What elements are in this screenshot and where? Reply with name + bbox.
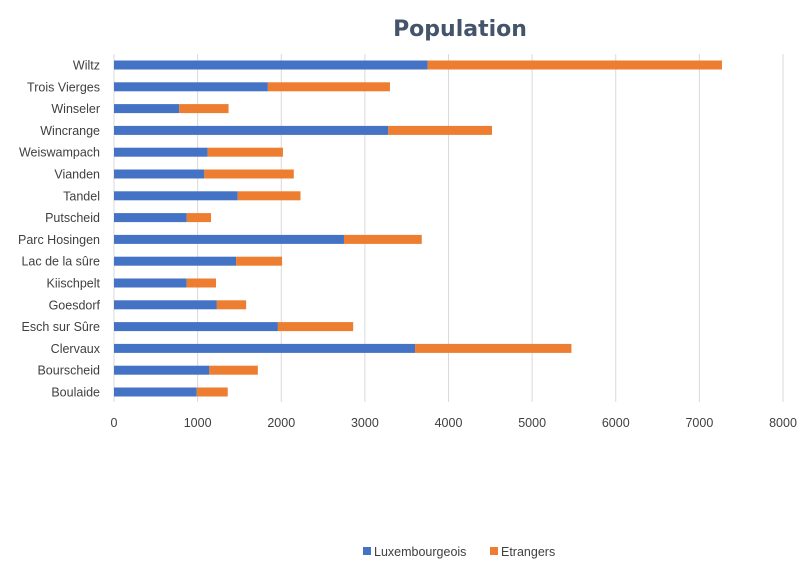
category-label-parc-hosingen: Parc Hosingen (18, 233, 100, 247)
bar-winseler-luxembourgeois (114, 104, 180, 114)
bar-lac-de-la-sure-etrangers (236, 256, 283, 266)
category-label-winseler: Winseler (51, 102, 100, 116)
bar-vianden-etrangers (204, 169, 294, 179)
x-tick-label: 4000 (435, 416, 463, 430)
category-label-bourscheid: Bourscheid (37, 364, 100, 378)
legend: Luxembourgeois Etrangers (363, 545, 555, 559)
category-label-vianden: Vianden (54, 168, 100, 182)
bar-weiswampach-etrangers (207, 147, 283, 157)
bars (114, 60, 722, 397)
bar-weiswampach-luxembourgeois (114, 147, 208, 157)
bar-lac-de-la-sure-luxembourgeois (114, 256, 237, 266)
x-tick-label: 0 (111, 416, 118, 430)
bar-bourscheid-etrangers (209, 365, 258, 375)
bar-boulaide-etrangers (196, 387, 228, 397)
bar-goesdorf-luxembourgeois (114, 300, 217, 310)
bar-wiltz-etrangers (427, 60, 722, 70)
legend-swatch-etrangers (490, 547, 498, 555)
bar-wincrange-luxembourgeois (114, 125, 389, 135)
bar-clervaux-etrangers (415, 343, 572, 353)
x-tick-label: 8000 (769, 416, 797, 430)
bar-boulaide-luxembourgeois (114, 387, 197, 397)
bar-wincrange-etrangers (388, 125, 492, 135)
bar-parc-hosingen-luxembourgeois (114, 234, 344, 244)
bar-wiltz-luxembourgeois (114, 60, 428, 70)
x-tick-label: 1000 (184, 416, 212, 430)
bar-bourscheid-luxembourgeois (114, 365, 210, 375)
bar-tandel-etrangers (237, 191, 301, 201)
legend-label-luxembourgeois: Luxembourgeois (374, 545, 466, 559)
bar-trois-vierges-etrangers (267, 82, 390, 92)
x-tick-label: 7000 (685, 416, 713, 430)
category-labels: Wiltz Trois Vierges Winseler Wincrange Weisw… (18, 59, 101, 400)
legend-swatch-luxembourgeois (363, 547, 371, 555)
category-label-putscheid: Putscheid (45, 211, 100, 225)
bar-winseler-etrangers (179, 104, 229, 114)
legend-label-etrangers: Etrangers (501, 545, 555, 559)
category-label-kiischpelt: Kiischpelt (47, 277, 101, 291)
category-label-esch-sur-sure: Esch sur Sûre (21, 320, 100, 334)
category-label-tandel: Tandel (63, 189, 100, 203)
category-label-boulaide: Boulaide (51, 386, 100, 400)
bar-clervaux-luxembourgeois (114, 343, 416, 353)
bar-putscheid-etrangers (186, 213, 212, 223)
category-label-weiswampach: Weiswampach (19, 146, 100, 160)
x-tick-label: 2000 (267, 416, 295, 430)
category-label-clervaux: Clervaux (51, 342, 101, 356)
bar-tandel-luxembourgeois (114, 191, 238, 201)
x-axis-tick-labels: 0 1000 2000 3000 4000 5000 6000 7000 8000 (111, 416, 797, 430)
x-tick-label: 5000 (518, 416, 546, 430)
bar-goesdorf-etrangers (216, 300, 247, 310)
bar-kiischpelt-etrangers (186, 278, 217, 288)
bar-trois-vierges-luxembourgeois (114, 82, 268, 92)
category-label-trois-vierges: Trois Vierges (27, 80, 100, 94)
category-label-wincrange: Wincrange (40, 124, 100, 138)
x-tick-label: 6000 (602, 416, 630, 430)
category-label-lac-de-la-sure: Lac de la sûre (21, 255, 100, 269)
category-label-wiltz: Wiltz (73, 59, 100, 73)
chart-title: Population (393, 17, 527, 42)
bar-esch-sur-sure-luxembourgeois (114, 322, 278, 332)
x-tick-label: 3000 (351, 416, 379, 430)
bar-kiischpelt-luxembourgeois (114, 278, 187, 288)
bar-putscheid-luxembourgeois (114, 213, 187, 223)
category-label-goesdorf: Goesdorf (49, 298, 101, 312)
bar-esch-sur-sure-etrangers (277, 322, 354, 332)
bar-vianden-luxembourgeois (114, 169, 205, 179)
bar-parc-hosingen-etrangers (343, 234, 422, 244)
